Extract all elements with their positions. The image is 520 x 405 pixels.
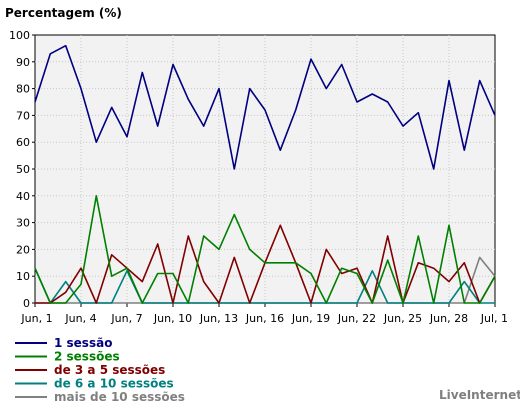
series-line-2 xyxy=(34,195,496,304)
plot-area xyxy=(34,34,496,304)
legend-label: de 6 a 10 sessões xyxy=(54,377,174,391)
y-tick-label: 60 xyxy=(16,136,30,149)
y-tick-label: 100 xyxy=(9,29,30,42)
x-tick-label: Jun, 1 xyxy=(20,312,52,325)
y-axis: 0 10 20 30 40 50 60 70 80 90 100 xyxy=(9,29,35,310)
x-tick-label: Jun, 22 xyxy=(337,312,376,325)
series-line-4 xyxy=(34,267,495,304)
x-tick-label: Jun, 16 xyxy=(245,312,284,325)
y-tick-label: 20 xyxy=(16,243,30,256)
legend-label: 1 sessão xyxy=(54,336,112,350)
legend-label: de 3 a 5 sessões xyxy=(54,363,165,377)
y-tick-label: 50 xyxy=(16,163,30,176)
x-tick-label: Jun, 19 xyxy=(291,312,330,325)
y-tick-label: 0 xyxy=(23,297,30,310)
series-line-1 xyxy=(34,44,496,170)
legend-label: 2 sessões xyxy=(54,350,120,364)
y-tick-label: 40 xyxy=(16,190,30,203)
x-tick-label: Jun, 7 xyxy=(110,312,142,325)
x-tick-label: Jun, 13 xyxy=(199,312,238,325)
x-tick-label: Jun, 10 xyxy=(153,312,192,325)
y-tick-label: 90 xyxy=(16,56,30,69)
y-tick-label: 80 xyxy=(16,83,30,96)
y-tick-label: 30 xyxy=(16,217,30,230)
legend-label: mais de 10 sessões xyxy=(54,390,185,404)
y-tick-label: 10 xyxy=(16,270,30,283)
x-axis: Jun, 1 Jun, 4 Jun, 7 Jun, 10 Jun, 13 Jun, 16 J… xyxy=(20,303,508,325)
x-tick-label: Jun, 4 xyxy=(64,312,96,325)
x-tick-label: Jun, 25 xyxy=(383,312,422,325)
brand-label: LiveInternet xyxy=(439,388,520,402)
x-tick-label: Jul, 1 xyxy=(480,312,508,325)
y-tick-label: 70 xyxy=(16,109,30,122)
x-tick-label: Jun, 28 xyxy=(429,312,468,325)
chart-title: Percentagem (%) xyxy=(5,6,122,20)
series-lines xyxy=(34,44,496,304)
